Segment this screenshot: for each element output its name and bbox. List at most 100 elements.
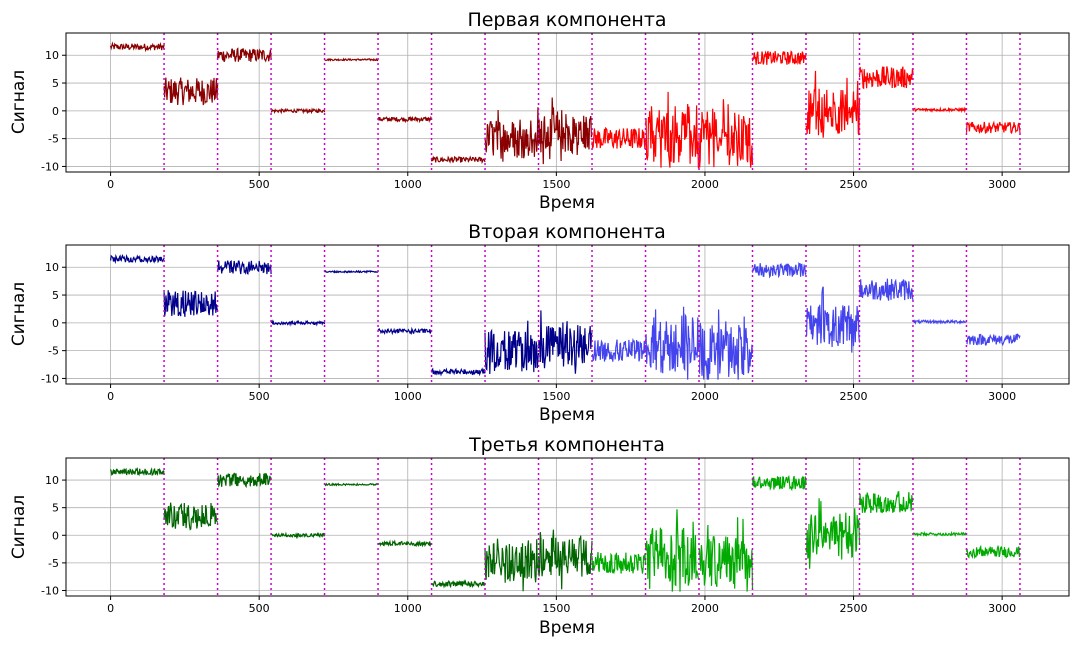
subplot-3-grid — [66, 458, 1069, 596]
x-tick-label: 2500 — [840, 602, 868, 615]
series-segment — [217, 472, 272, 489]
series-segment — [484, 538, 540, 592]
series-segment — [163, 77, 219, 106]
series-segment — [110, 41, 165, 53]
series-segment — [377, 539, 432, 548]
subplot-1-series — [110, 41, 1021, 169]
y-tick-label: 0 — [52, 529, 59, 542]
subplot-2-ylabel: Сигнал — [9, 282, 29, 346]
y-tick-label: 10 — [45, 49, 59, 62]
y-tick-label: -10 — [41, 584, 59, 597]
subplot-1-ticks: 0 500 1000 1500 2000 2500 3000 -10 -5 0 5 10 — [41, 49, 1016, 191]
x-tick-label: 2000 — [691, 602, 719, 615]
x-tick-label: 2000 — [691, 390, 719, 403]
series-segment — [751, 475, 807, 492]
series-segment — [912, 106, 967, 114]
series-segment — [591, 337, 647, 362]
x-tick-label: 1000 — [394, 390, 422, 403]
x-tick-label: 0 — [107, 602, 114, 615]
series-segment — [163, 290, 219, 317]
x-tick-label: 500 — [249, 602, 270, 615]
subplot-1-xlabel: Время — [539, 193, 595, 213]
x-tick-label: 2500 — [840, 390, 868, 403]
subplot-2: Вторая компонента 0 500 1000 1500 2000 2500 30… — [9, 221, 1070, 425]
x-tick-label: 2500 — [840, 178, 868, 191]
subplot-2-boundaries — [163, 245, 968, 384]
series-segment — [644, 91, 699, 169]
series-segment — [270, 531, 326, 540]
subplot-3-ylabel: Сигнал — [9, 495, 29, 559]
x-tick-label: 1500 — [542, 178, 570, 191]
series-segment — [591, 126, 647, 150]
series-segment — [858, 278, 914, 301]
series-segment — [644, 306, 700, 380]
series-segment — [751, 261, 807, 279]
series-segment — [217, 260, 272, 276]
x-tick-label: 1000 — [394, 602, 422, 615]
x-tick-label: 500 — [249, 178, 270, 191]
subplot-3-boundaries — [163, 458, 1021, 596]
subplot-3-title: Третья компонента — [468, 434, 665, 456]
y-tick-label: -5 — [48, 133, 59, 146]
y-tick-label: -10 — [41, 372, 59, 385]
x-tick-label: 0 — [107, 178, 114, 191]
y-tick-label: -5 — [48, 557, 59, 570]
series-segment — [858, 490, 914, 514]
x-tick-label: 0 — [107, 390, 114, 403]
y-tick-label: 5 — [52, 289, 59, 302]
x-tick-label: 3000 — [988, 390, 1016, 403]
series-segment — [110, 467, 165, 477]
series-segment — [805, 498, 861, 569]
subplot-2-ticks: 0 500 1000 1500 2000 2500 3000 -10 -5 0 5 10 — [41, 261, 1016, 403]
series-segment — [377, 115, 433, 124]
series-segment — [484, 320, 540, 375]
series-segment — [324, 57, 379, 62]
y-tick-label: 10 — [45, 261, 59, 274]
series-segment — [324, 482, 379, 487]
y-tick-label: 5 — [52, 77, 59, 90]
series-segment — [537, 310, 593, 374]
x-tick-label: 500 — [249, 390, 270, 403]
subplot-3-series — [110, 467, 1021, 592]
series-segment — [912, 318, 967, 325]
subplot-1-grid — [66, 33, 1069, 172]
y-tick-label: 0 — [52, 317, 59, 330]
x-tick-label: 1500 — [542, 390, 570, 403]
series-segment — [377, 326, 433, 336]
series-segment — [965, 120, 1021, 135]
series-segment — [966, 333, 1021, 347]
series-segment — [430, 367, 486, 377]
series-segment — [751, 50, 807, 66]
series-segment — [324, 269, 379, 274]
series-segment — [805, 70, 861, 138]
series-segment — [484, 107, 540, 162]
x-tick-label: 3000 — [988, 602, 1016, 615]
series-segment — [698, 99, 754, 168]
subplot-3-frame — [65, 457, 1070, 597]
series-segment — [431, 579, 486, 589]
x-tick-label: 3000 — [988, 178, 1016, 191]
series-segment — [698, 309, 754, 380]
subplot-2-title: Вторая компонента — [468, 221, 666, 243]
series-segment — [430, 155, 486, 165]
series-segment — [858, 66, 914, 90]
subplot-2-series — [110, 253, 1021, 380]
series-segment — [163, 502, 219, 531]
series-segment — [912, 530, 967, 538]
series-segment — [805, 286, 861, 353]
series-segment — [217, 47, 272, 63]
subplot-2-grid — [66, 245, 1069, 384]
series-segment — [270, 107, 326, 115]
subplot-1-title: Первая компонента — [467, 9, 666, 31]
subplot-3-ticks: 0 500 1000 1500 2000 2500 3000 -10 -5 0 5 10 — [41, 474, 1016, 615]
y-tick-label: 5 — [52, 502, 59, 515]
subplot-1-frame — [65, 32, 1070, 173]
subplot-1-boundaries — [163, 33, 1021, 172]
series-segment — [698, 517, 754, 592]
subplot-2-xlabel: Время — [539, 405, 595, 425]
x-tick-label: 1000 — [394, 178, 422, 191]
y-tick-label: -10 — [41, 160, 59, 173]
y-tick-label: -5 — [48, 345, 59, 358]
y-tick-label: 10 — [45, 474, 59, 487]
